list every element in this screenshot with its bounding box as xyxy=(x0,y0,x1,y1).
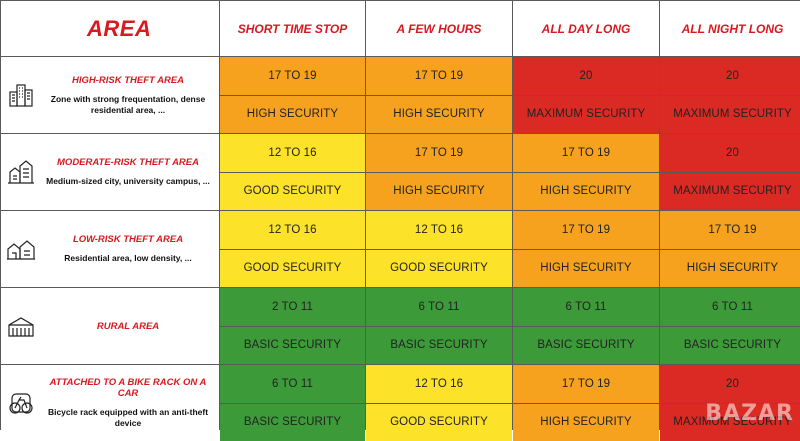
area-text: HIGH-RISK THEFT AREA Zone with strong fre… xyxy=(41,75,219,116)
level-cell: 17 TO 19 xyxy=(660,211,800,249)
security-cell: BASIC SECURITY xyxy=(366,327,512,365)
area-text: MODERATE-RISK THEFT AREA Medium-sized cit… xyxy=(41,157,219,187)
area-description: Residential area, low density, ... xyxy=(64,253,191,264)
area-text: LOW-RISK THEFT AREA Residential area, low… xyxy=(41,234,219,264)
security-cell: BASIC SECURITY xyxy=(660,327,800,365)
level-cell: 12 TO 16 xyxy=(366,211,512,249)
security-cell: HIGH SECURITY xyxy=(366,96,512,134)
level-cell: 20 xyxy=(513,57,659,95)
security-cell: BASIC SECURITY xyxy=(220,327,365,365)
security-cell: HIGH SECURITY xyxy=(220,96,365,134)
level-cell: 17 TO 19 xyxy=(513,134,659,172)
security-cell: BASIC SECURITY xyxy=(513,327,659,365)
level-cell: 17 TO 19 xyxy=(220,57,365,95)
level-cell: 12 TO 16 xyxy=(220,134,365,172)
security-cell: MAXIMUM SECURITY xyxy=(660,404,800,441)
security-cell: HIGH SECURITY xyxy=(513,173,659,211)
security-cell: HIGH SECURITY xyxy=(366,173,512,211)
area-title: RURAL AREA xyxy=(97,321,159,332)
area-description: Zone with strong frequentation, dense re… xyxy=(41,94,215,116)
level-cell: 20 xyxy=(660,57,800,95)
security-level-table: AREA SHORT TIME STOP A FEW HOURS ALL DAY… xyxy=(0,0,800,430)
header-a-few-hours: A FEW HOURS xyxy=(366,1,512,56)
security-cell: GOOD SECURITY xyxy=(366,250,512,288)
security-cell: HIGH SECURITY xyxy=(513,250,659,288)
security-cell: BASIC SECURITY xyxy=(220,404,365,441)
houses-icon xyxy=(1,236,41,262)
level-cell: 2 TO 11 xyxy=(220,288,365,326)
area-title: MODERATE-RISK THEFT AREA xyxy=(57,157,199,168)
security-cell: GOOD SECURITY xyxy=(220,173,365,211)
level-cell: 17 TO 19 xyxy=(513,365,659,403)
security-cell: HIGH SECURITY xyxy=(660,250,800,288)
security-cell: MAXIMUM SECURITY xyxy=(660,96,800,134)
city-buildings-icon xyxy=(1,82,41,108)
area-text: RURAL AREA xyxy=(41,321,219,332)
level-cell: 6 TO 11 xyxy=(660,288,800,326)
area-description: Bicycle rack equipped with an anti-theft… xyxy=(41,407,215,429)
header-all-day-long: ALL DAY LONG xyxy=(513,1,659,56)
security-cell: HIGH SECURITY xyxy=(513,404,659,441)
area-description: Medium-sized city, university campus, ..… xyxy=(46,176,210,187)
area-column-header: AREA xyxy=(1,1,219,56)
level-cell: 17 TO 19 xyxy=(513,211,659,249)
area-title: LOW-RISK THEFT AREA xyxy=(73,234,183,245)
level-cell: 20 xyxy=(660,365,800,403)
header-all-night-long: ALL NIGHT LONG xyxy=(660,1,800,56)
security-cell: MAXIMUM SECURITY xyxy=(660,173,800,211)
security-cell: GOOD SECURITY xyxy=(366,404,512,441)
level-cell: 6 TO 11 xyxy=(220,365,365,403)
area-text: ATTACHED TO A BIKE RACK ON A CAR Bicycle … xyxy=(41,377,219,429)
header-short-time-stop: SHORT TIME STOP xyxy=(220,1,365,56)
level-cell: 17 TO 19 xyxy=(366,134,512,172)
level-cell: 6 TO 11 xyxy=(513,288,659,326)
level-cell: 12 TO 16 xyxy=(220,211,365,249)
area-row-3: LOW-RISK THEFT AREA Residential area, low… xyxy=(1,211,219,287)
level-cell: 6 TO 11 xyxy=(366,288,512,326)
farm-icon xyxy=(1,313,41,339)
area-title: HIGH-RISK THEFT AREA xyxy=(72,75,184,86)
level-cell: 12 TO 16 xyxy=(366,365,512,403)
security-cell: MAXIMUM SECURITY xyxy=(513,96,659,134)
level-cell: 20 xyxy=(660,134,800,172)
car-bike-rack-icon xyxy=(1,388,41,418)
area-row-2: MODERATE-RISK THEFT AREA Medium-sized cit… xyxy=(1,134,219,210)
town-icon xyxy=(1,158,41,186)
area-title: ATTACHED TO A BIKE RACK ON A CAR xyxy=(41,377,215,399)
area-row-4: RURAL AREA xyxy=(1,288,219,364)
area-row-1: HIGH-RISK THEFT AREA Zone with strong fre… xyxy=(1,57,219,133)
level-cell: 17 TO 19 xyxy=(366,57,512,95)
security-cell: GOOD SECURITY xyxy=(220,250,365,288)
